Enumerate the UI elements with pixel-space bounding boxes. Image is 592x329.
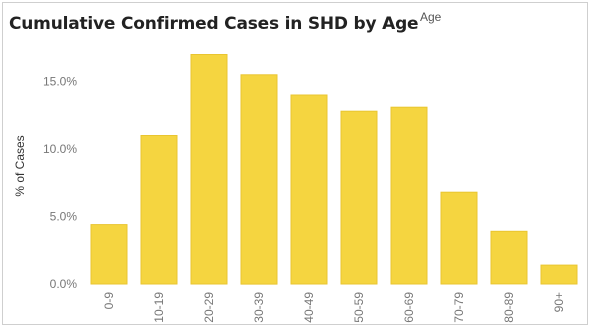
y-tick-label: 10.0%	[43, 142, 77, 156]
bar-60-69[interactable]	[390, 106, 428, 285]
y-axis: 0.0% 5.0% 10.0% 15.0%	[43, 75, 77, 292]
x-tick-label: 50-59	[352, 292, 366, 323]
bar-20-29[interactable]	[190, 54, 228, 285]
bar-70-79[interactable]	[440, 191, 478, 285]
x-tick-label: 40-49	[302, 292, 316, 323]
bar-0-9[interactable]	[90, 224, 128, 285]
chart-title: Cumulative Confirmed Cases in SHD by Age	[9, 14, 419, 34]
bar-80-89[interactable]	[490, 230, 528, 285]
bar-30-39[interactable]	[240, 74, 278, 285]
x-tick-label: 20-29	[202, 292, 216, 323]
y-tick-label: 15.0%	[43, 75, 77, 89]
bar-40-49[interactable]	[290, 94, 328, 285]
bars	[90, 54, 578, 285]
x-tick-label: 30-39	[252, 292, 266, 323]
x-tick-label: 80-89	[502, 292, 516, 323]
x-axis: 0-9 10-19 20-29 30-39 40-49 50-59 60-69 70-79 80…	[102, 292, 566, 323]
x-tick-label: 60-69	[402, 292, 416, 323]
bar-10-19[interactable]	[140, 135, 178, 285]
x-tick-label: 10-19	[152, 292, 166, 323]
y-tick-label: 5.0%	[50, 210, 78, 224]
x-axis-header: Age	[420, 10, 442, 24]
y-tick-label: 0.0%	[50, 277, 78, 291]
x-tick-label: 0-9	[102, 292, 116, 310]
x-tick-label: 90+	[552, 292, 566, 312]
x-tick-label: 70-79	[452, 292, 466, 323]
bar-50-59[interactable]	[340, 110, 378, 285]
bar-90+[interactable]	[540, 264, 578, 285]
